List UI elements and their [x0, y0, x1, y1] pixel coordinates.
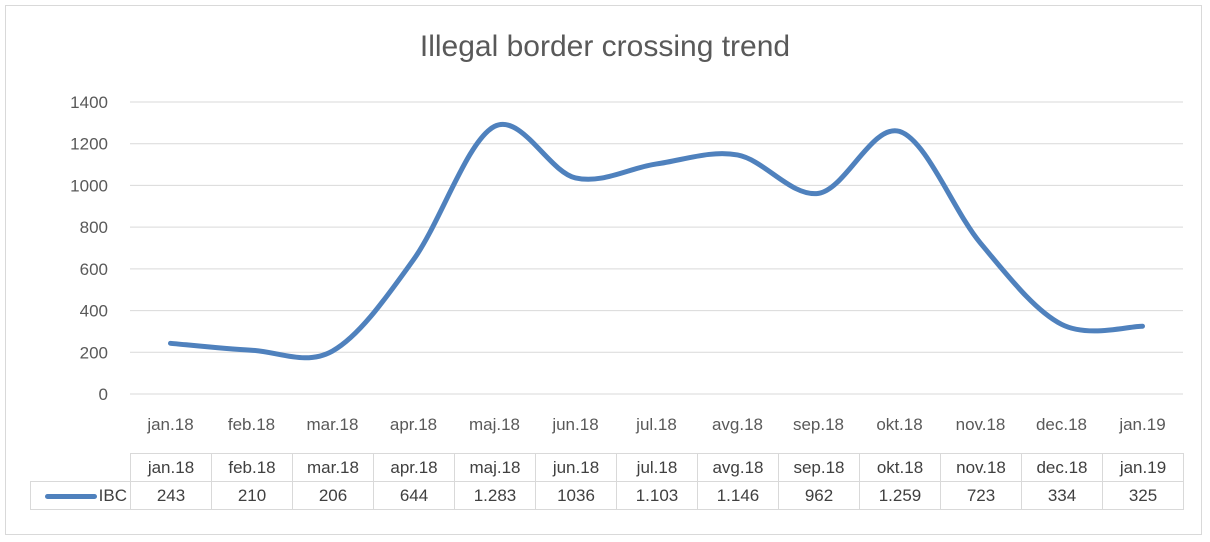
x-tick-label: jun.18	[551, 415, 598, 434]
data-table-header-row: jan.18 feb.18 mar.18 apr.18 maj.18 jun.18 jul.…	[31, 453, 1184, 482]
data-table-header-cell: nov.18	[940, 453, 1022, 482]
x-tick-label: sep.18	[793, 415, 844, 434]
data-table-header-cell: avg.18	[697, 453, 779, 482]
x-tick-label: jul.18	[635, 415, 677, 434]
data-table-header-cell: jun.18	[535, 453, 617, 482]
data-table-value-cell: 1.259	[859, 481, 941, 510]
y-tick-label: 400	[80, 302, 108, 321]
data-table-value-cell: 1036	[535, 481, 617, 510]
legend-entry-ibc: IBC	[30, 481, 131, 510]
x-tick-label: jan.18	[146, 415, 193, 434]
chart-title: Illegal border crossing trend	[419, 30, 791, 63]
data-table-corner	[31, 454, 131, 482]
data-table-header-cell: sep.18	[778, 453, 860, 482]
data-table-header-cell: feb.18	[211, 453, 293, 482]
data-table: jan.18 feb.18 mar.18 apr.18 maj.18 jun.18 jul.…	[30, 453, 1184, 510]
data-table-header-cell: jul.18	[616, 453, 698, 482]
legend-series-name: IBC	[98, 485, 127, 505]
y-tick-label: 1000	[70, 176, 108, 195]
x-tick-label: jan.19	[1118, 415, 1165, 434]
x-tick-label: apr.18	[390, 415, 437, 434]
data-table-value-cell: 210	[211, 481, 293, 510]
y-tick-label: 0	[99, 385, 108, 404]
legend-line-swatch	[44, 493, 97, 499]
data-table-value-cell: 644	[373, 481, 455, 510]
data-table-value-cell: 206	[292, 481, 374, 510]
data-table-header-cell: apr.18	[373, 453, 455, 482]
x-tick-label: okt.18	[876, 415, 922, 434]
data-table-value-cell: 1.283	[454, 481, 536, 510]
data-table-value-cell: 334	[1021, 481, 1103, 510]
data-table-value-cell: 325	[1102, 481, 1184, 510]
x-tick-label: feb.18	[228, 415, 275, 434]
data-table-header-cell: jan.18	[130, 453, 212, 482]
x-tick-label: avg.18	[712, 415, 763, 434]
x-tick-label: nov.18	[956, 415, 1006, 434]
data-table-value-row: IBC 243 210 206 644 1.283 1036 1.103 1.146 962 1.…	[30, 481, 1184, 510]
y-tick-label: 800	[80, 218, 108, 237]
y-tick-label: 1400	[70, 93, 108, 112]
y-tick-label: 200	[80, 343, 108, 362]
data-table-header-cell: maj.18	[454, 453, 536, 482]
data-table-value-cell: 723	[940, 481, 1022, 510]
data-table-value-cell: 1.103	[616, 481, 698, 510]
x-tick-label: mar.18	[307, 415, 359, 434]
data-table-header-cell: dec.18	[1021, 453, 1103, 482]
data-table-value-cell: 1.146	[697, 481, 779, 510]
plot-area: 0 200 400 600 800 1000 1200 1400 jan.18 feb.18 ma…	[70, 93, 1183, 434]
data-table-header-cell: mar.18	[292, 453, 374, 482]
x-tick-label: dec.18	[1036, 415, 1087, 434]
data-table-header-cell: okt.18	[859, 453, 941, 482]
series-line-ibc	[168, 121, 1145, 361]
x-tick-label: maj.18	[469, 415, 520, 434]
y-tick-label: 1200	[70, 135, 108, 154]
data-table-value-cell: 962	[778, 481, 860, 510]
data-table-header-cell: jan.19	[1102, 453, 1184, 482]
y-tick-label: 600	[80, 260, 108, 279]
data-table-value-cell: 243	[130, 481, 212, 510]
